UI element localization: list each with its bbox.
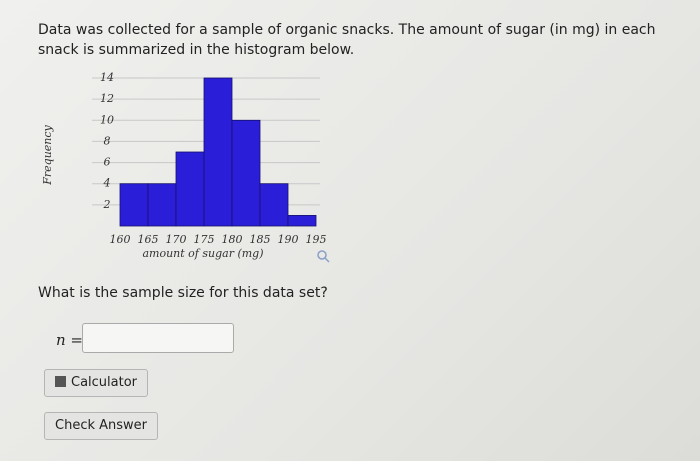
bar [147,183,177,227]
x-tick-label: 180 [222,233,243,246]
y-tick-label: 14 [100,71,114,84]
x-tick-label: 170 [166,233,187,246]
question: Data was collected for a sample of organ… [38,22,656,58]
x-tick-label: 195 [306,233,327,246]
bar [203,77,233,227]
bar [259,183,289,227]
bar [287,215,317,227]
x-tick-label: 190 [278,233,299,246]
bar [175,151,205,227]
check-answer-label: Check Answer [55,418,148,433]
y-tick-label: 4 [103,177,111,190]
x-tick-label: 160 [110,233,131,246]
prompt: What is the sample size for this data se… [38,285,328,301]
calculator-label: Calculator [71,375,138,390]
calculator-button[interactable]: Calculator [44,369,149,397]
answer-input[interactable] [82,323,234,353]
y-axis-label: Frequency [41,124,54,185]
y-tick-label: 12 [100,92,114,105]
zoom-icon[interactable] [317,250,327,260]
x-tick-label: 175 [194,233,215,246]
y-tick-label: 10 [100,113,114,126]
y-tick-label: 2 [103,198,111,211]
zoom-icon-handle [324,257,330,263]
answer-label: n = [56,331,83,349]
x-tick-label: 165 [138,233,159,246]
calculator-icon [55,376,66,387]
bar [119,183,149,227]
y-tick-label: 6 [104,156,111,169]
bar [231,119,261,227]
check-answer-button[interactable]: Check Answer [44,412,159,440]
y-tick-label: 8 [104,134,111,147]
x-tick-label: 185 [250,233,271,246]
x-axis-label: amount of sugar (mg) [142,247,263,260]
